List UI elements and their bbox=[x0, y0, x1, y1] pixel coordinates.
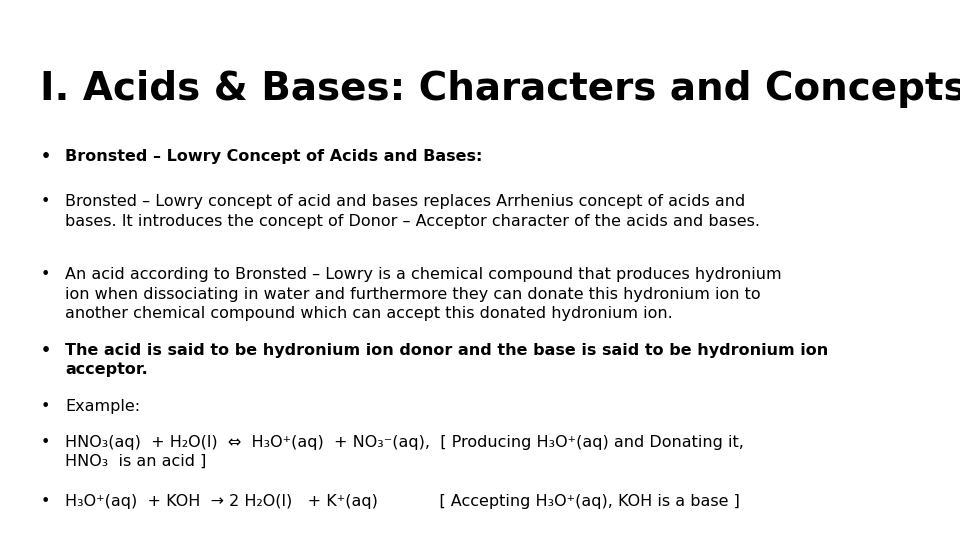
Text: •: • bbox=[40, 435, 50, 450]
Text: Example:: Example: bbox=[65, 399, 140, 414]
Text: •: • bbox=[40, 148, 51, 164]
Text: I. Acids & Bases: Characters and Concepts: I. Acids & Bases: Characters and Concept… bbox=[40, 70, 960, 108]
Text: Bronsted – Lowry concept of acid and bases replaces Arrhenius concept of acids a: Bronsted – Lowry concept of acid and bas… bbox=[65, 194, 760, 228]
Text: •: • bbox=[40, 267, 50, 282]
Text: Bronsted – Lowry Concept of Acids and Bases:: Bronsted – Lowry Concept of Acids and Ba… bbox=[65, 148, 483, 164]
Text: •: • bbox=[40, 494, 50, 509]
Text: •: • bbox=[40, 194, 50, 210]
Text: H₃O⁺(aq)  + KOH  → 2 H₂O(l)   + K⁺(aq)            [ Accepting H₃O⁺(aq), KOH is a: H₃O⁺(aq) + KOH → 2 H₂O(l) + K⁺(aq) [ Acc… bbox=[65, 494, 740, 509]
Text: •: • bbox=[40, 343, 51, 358]
Text: An acid according to Bronsted – Lowry is a chemical compound that produces hydro: An acid according to Bronsted – Lowry is… bbox=[65, 267, 781, 321]
Text: HNO₃(aq)  + H₂O(l)  ⇔  H₃O⁺(aq)  + NO₃⁻(aq),  [ Producing H₃O⁺(aq) and Donating : HNO₃(aq) + H₂O(l) ⇔ H₃O⁺(aq) + NO₃⁻(aq),… bbox=[65, 435, 744, 469]
Text: The acid is said to be hydronium ion donor and the base is said to be hydronium : The acid is said to be hydronium ion don… bbox=[65, 343, 828, 377]
Text: •: • bbox=[40, 399, 50, 414]
